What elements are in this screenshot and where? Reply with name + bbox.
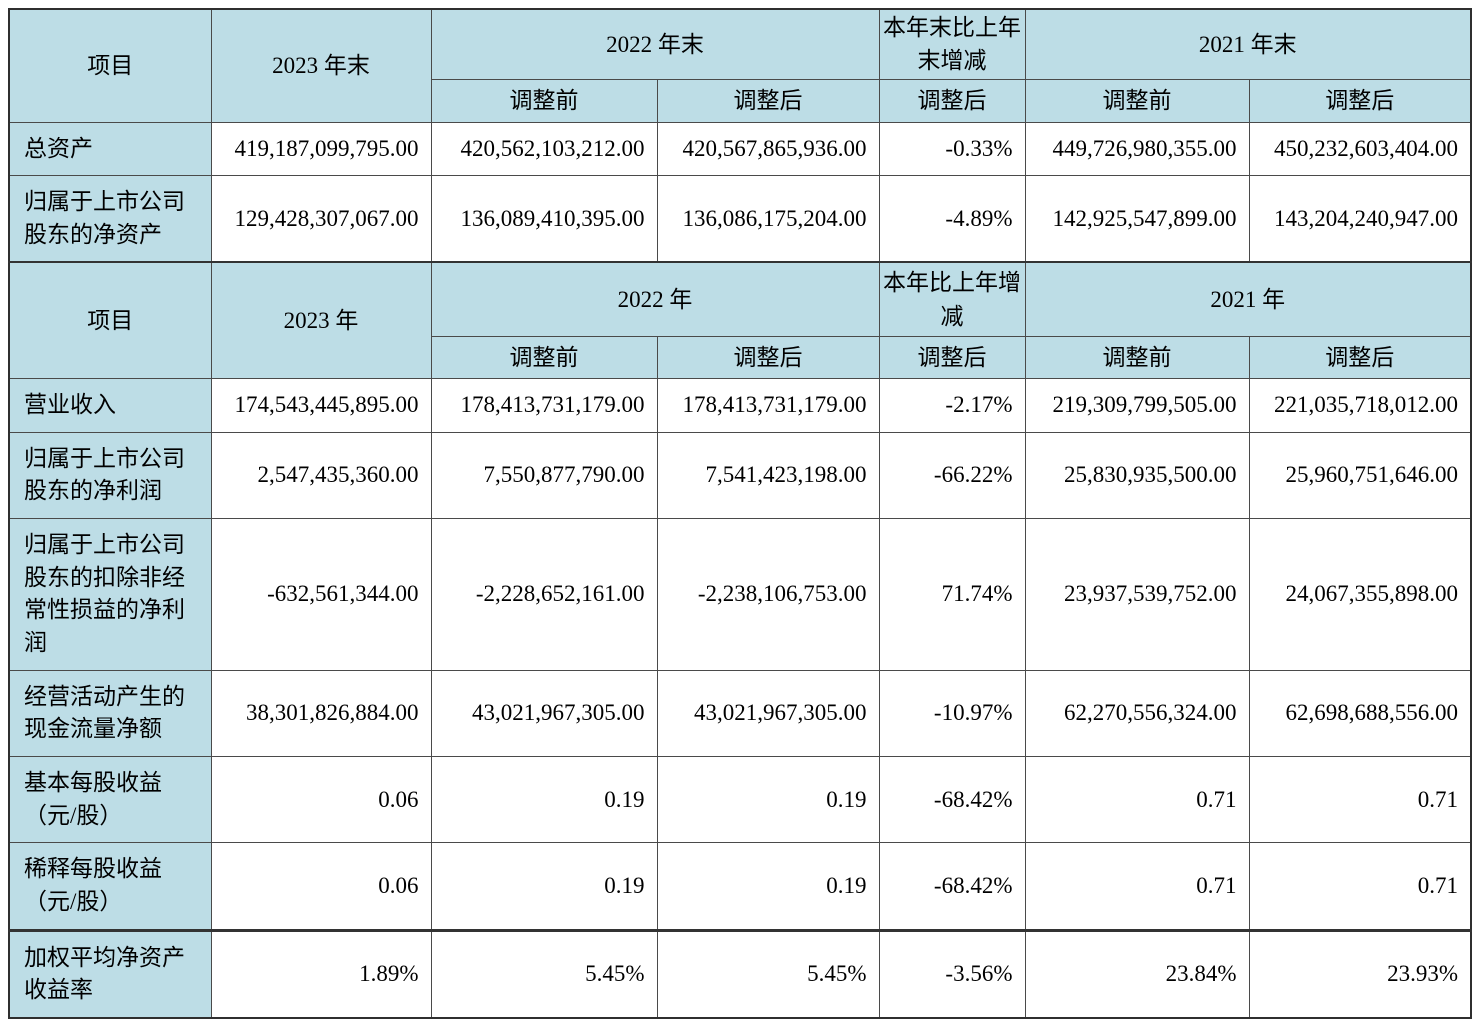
cell-2023: 0.06 <box>210 755 432 844</box>
subheader-2021-before: 调整前 <box>1024 335 1250 379</box>
subheader-2021-before: 调整前 <box>1024 78 1250 123</box>
cell-2022-before: 43,021,967,305.00 <box>430 669 658 757</box>
cell-2022-after: 0.19 <box>656 842 880 931</box>
table-row-net-profit: 归属于上市公司股东的净利润 2,547,435,360.00 7,550,877… <box>8 431 1472 519</box>
cell-change: 71.74% <box>878 517 1026 671</box>
subheader-2022-before: 调整前 <box>430 78 658 123</box>
table-row-diluted-eps: 稀释每股收益（元/股） 0.06 0.19 0.19 -68.42% 0.71 … <box>8 842 1472 931</box>
cell-2022-before: 0.19 <box>430 842 658 931</box>
cell-2022-after: 178,413,731,179.00 <box>656 377 880 433</box>
cell-change: -3.56% <box>878 928 1026 1019</box>
financial-summary-table: 项目 2023 年末 2022 年末 本年末比上年末增减 2021 年末 调整前… <box>8 8 1472 1019</box>
cell-2023: 419,187,099,795.00 <box>210 121 432 177</box>
row-label: 基本每股收益（元/股） <box>8 755 212 844</box>
subheader-change-after: 调整后 <box>878 78 1026 123</box>
cell-2022-after: 43,021,967,305.00 <box>656 669 880 757</box>
table-row-weighted-roe: 加权平均净资产收益率 1.89% 5.45% 5.45% -3.56% 23.8… <box>8 928 1472 1019</box>
col-header-2021-year: 2021 年 <box>1024 261 1472 337</box>
cell-2023: -632,561,344.00 <box>210 517 432 671</box>
col-header-yearend-change: 本年末比上年末增减 <box>878 8 1026 80</box>
table-row-operating-cash-flow: 经营活动产生的现金流量净额 38,301,826,884.00 43,021,9… <box>8 669 1472 757</box>
cell-2021-after: 143,204,240,947.00 <box>1248 175 1472 263</box>
section2-header-row1: 项目 2023 年 2022 年 本年比上年增减 2021 年 <box>8 261 1472 379</box>
cell-2022-before: 0.19 <box>430 755 658 844</box>
cell-change: -68.42% <box>878 755 1026 844</box>
section2-header-row2: 调整前 调整后 调整后 调整前 调整后 <box>9 335 1472 379</box>
cell-2021-before: 142,925,547,899.00 <box>1024 175 1250 263</box>
row-label: 归属于上市公司股东的扣除非经常性损益的净利润 <box>8 517 212 671</box>
cell-2021-after: 24,067,355,898.00 <box>1248 517 1472 671</box>
subheader-2021-after: 调整后 <box>1248 335 1472 379</box>
table-row-basic-eps: 基本每股收益（元/股） 0.06 0.19 0.19 -68.42% 0.71 … <box>8 755 1472 844</box>
cell-2022-after: 5.45% <box>656 928 880 1019</box>
row-label: 营业收入 <box>8 377 212 433</box>
cell-2023: 0.06 <box>210 842 432 931</box>
col-header-year-change: 本年比上年增减 <box>878 261 1026 337</box>
subheader-change-after: 调整后 <box>878 335 1026 379</box>
subheader-2022-after: 调整后 <box>656 335 880 379</box>
table-row-revenue: 营业收入 174,543,445,895.00 178,413,731,179.… <box>8 377 1472 433</box>
section1-header-row2: 调整前 调整后 调整后 调整前 调整后 <box>9 78 1472 123</box>
cell-2022-before: 178,413,731,179.00 <box>430 377 658 433</box>
cell-change: -2.17% <box>878 377 1026 433</box>
cell-2022-before: 7,550,877,790.00 <box>430 431 658 519</box>
col-header-item: 项目 <box>8 261 212 379</box>
cell-change: -0.33% <box>878 121 1026 177</box>
cell-2021-before: 23,937,539,752.00 <box>1024 517 1250 671</box>
cell-change: -4.89% <box>878 175 1026 263</box>
cell-2021-after: 221,035,718,012.00 <box>1248 377 1472 433</box>
row-label: 加权平均净资产收益率 <box>8 928 212 1019</box>
table-row-net-assets: 归属于上市公司股东的净资产 129,428,307,067.00 136,089… <box>8 175 1472 263</box>
subheader-2021-after: 调整后 <box>1248 78 1472 123</box>
cell-2021-after: 450,232,603,404.00 <box>1248 121 1472 177</box>
col-header-2022-yearend: 2022 年末 <box>430 8 880 80</box>
section1-header-row1: 项目 2023 年末 2022 年末 本年末比上年末增减 2021 年末 <box>8 8 1472 123</box>
cell-2021-after: 0.71 <box>1248 842 1472 931</box>
row-label: 经营活动产生的现金流量净额 <box>8 669 212 757</box>
col-header-2021-yearend: 2021 年末 <box>1024 8 1472 80</box>
row-label: 总资产 <box>8 121 212 177</box>
row-label: 稀释每股收益（元/股） <box>8 842 212 931</box>
cell-2021-before: 449,726,980,355.00 <box>1024 121 1250 177</box>
cell-2021-before: 0.71 <box>1024 842 1250 931</box>
cell-2023: 1.89% <box>210 928 432 1019</box>
cell-2022-before: 136,089,410,395.00 <box>430 175 658 263</box>
table-row-total-assets: 总资产 419,187,099,795.00 420,562,103,212.0… <box>8 121 1472 177</box>
table-row-deducted-net-profit: 归属于上市公司股东的扣除非经常性损益的净利润 -632,561,344.00 -… <box>8 517 1472 671</box>
cell-2022-after: 420,567,865,936.00 <box>656 121 880 177</box>
cell-2022-after: 0.19 <box>656 755 880 844</box>
cell-2022-after: 136,086,175,204.00 <box>656 175 880 263</box>
cell-2022-before: -2,228,652,161.00 <box>430 517 658 671</box>
col-header-2023-yearend: 2023 年末 <box>210 8 432 123</box>
cell-change: -68.42% <box>878 842 1026 931</box>
cell-2021-after: 62,698,688,556.00 <box>1248 669 1472 757</box>
financial-summary: 项目 2023 年末 2022 年末 本年末比上年末增减 2021 年末 调整前… <box>8 8 1472 1019</box>
subheader-2022-before: 调整前 <box>430 335 658 379</box>
col-header-2022-year: 2022 年 <box>430 261 880 337</box>
cell-2023: 129,428,307,067.00 <box>210 175 432 263</box>
cell-2023: 174,543,445,895.00 <box>210 377 432 433</box>
cell-2021-before: 23.84% <box>1024 928 1250 1019</box>
cell-2022-after: 7,541,423,198.00 <box>656 431 880 519</box>
subheader-2022-after: 调整后 <box>656 78 880 123</box>
cell-2021-before: 25,830,935,500.00 <box>1024 431 1250 519</box>
cell-2021-after: 25,960,751,646.00 <box>1248 431 1472 519</box>
cell-2022-before: 5.45% <box>430 928 658 1019</box>
cell-change: -10.97% <box>878 669 1026 757</box>
row-label: 归属于上市公司股东的净资产 <box>8 175 212 263</box>
cell-2022-before: 420,562,103,212.00 <box>430 121 658 177</box>
cell-change: -66.22% <box>878 431 1026 519</box>
cell-2023: 38,301,826,884.00 <box>210 669 432 757</box>
cell-2022-after: -2,238,106,753.00 <box>656 517 880 671</box>
cell-2021-before: 219,309,799,505.00 <box>1024 377 1250 433</box>
row-label: 归属于上市公司股东的净利润 <box>8 431 212 519</box>
cell-2021-after: 23.93% <box>1248 928 1472 1019</box>
cell-2023: 2,547,435,360.00 <box>210 431 432 519</box>
cell-2021-before: 0.71 <box>1024 755 1250 844</box>
col-header-2023-year: 2023 年 <box>210 261 432 379</box>
cell-2021-before: 62,270,556,324.00 <box>1024 669 1250 757</box>
cell-2021-after: 0.71 <box>1248 755 1472 844</box>
col-header-item: 项目 <box>8 8 212 123</box>
